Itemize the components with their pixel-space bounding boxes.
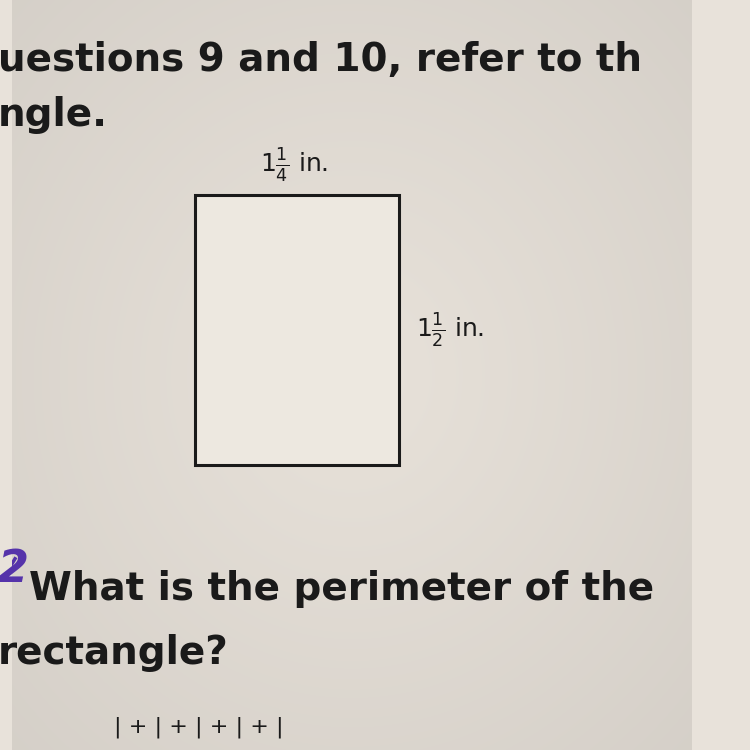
Text: ngle.: ngle. [0, 96, 108, 134]
Bar [195, 195, 399, 465]
Text: $1\frac{1}{4}$ in.: $1\frac{1}{4}$ in. [260, 146, 328, 184]
Text: | + | + | + | + |: | + | + | + | + | [113, 716, 284, 738]
Text: 2: 2 [0, 548, 29, 590]
Text: $1\frac{1}{2}$ in.: $1\frac{1}{2}$ in. [416, 311, 484, 349]
Text: uestions 9 and 10, refer to th: uestions 9 and 10, refer to th [0, 41, 642, 80]
Text: What is the perimeter of the: What is the perimeter of the [28, 570, 654, 608]
Text: rectangle?: rectangle? [0, 634, 229, 672]
